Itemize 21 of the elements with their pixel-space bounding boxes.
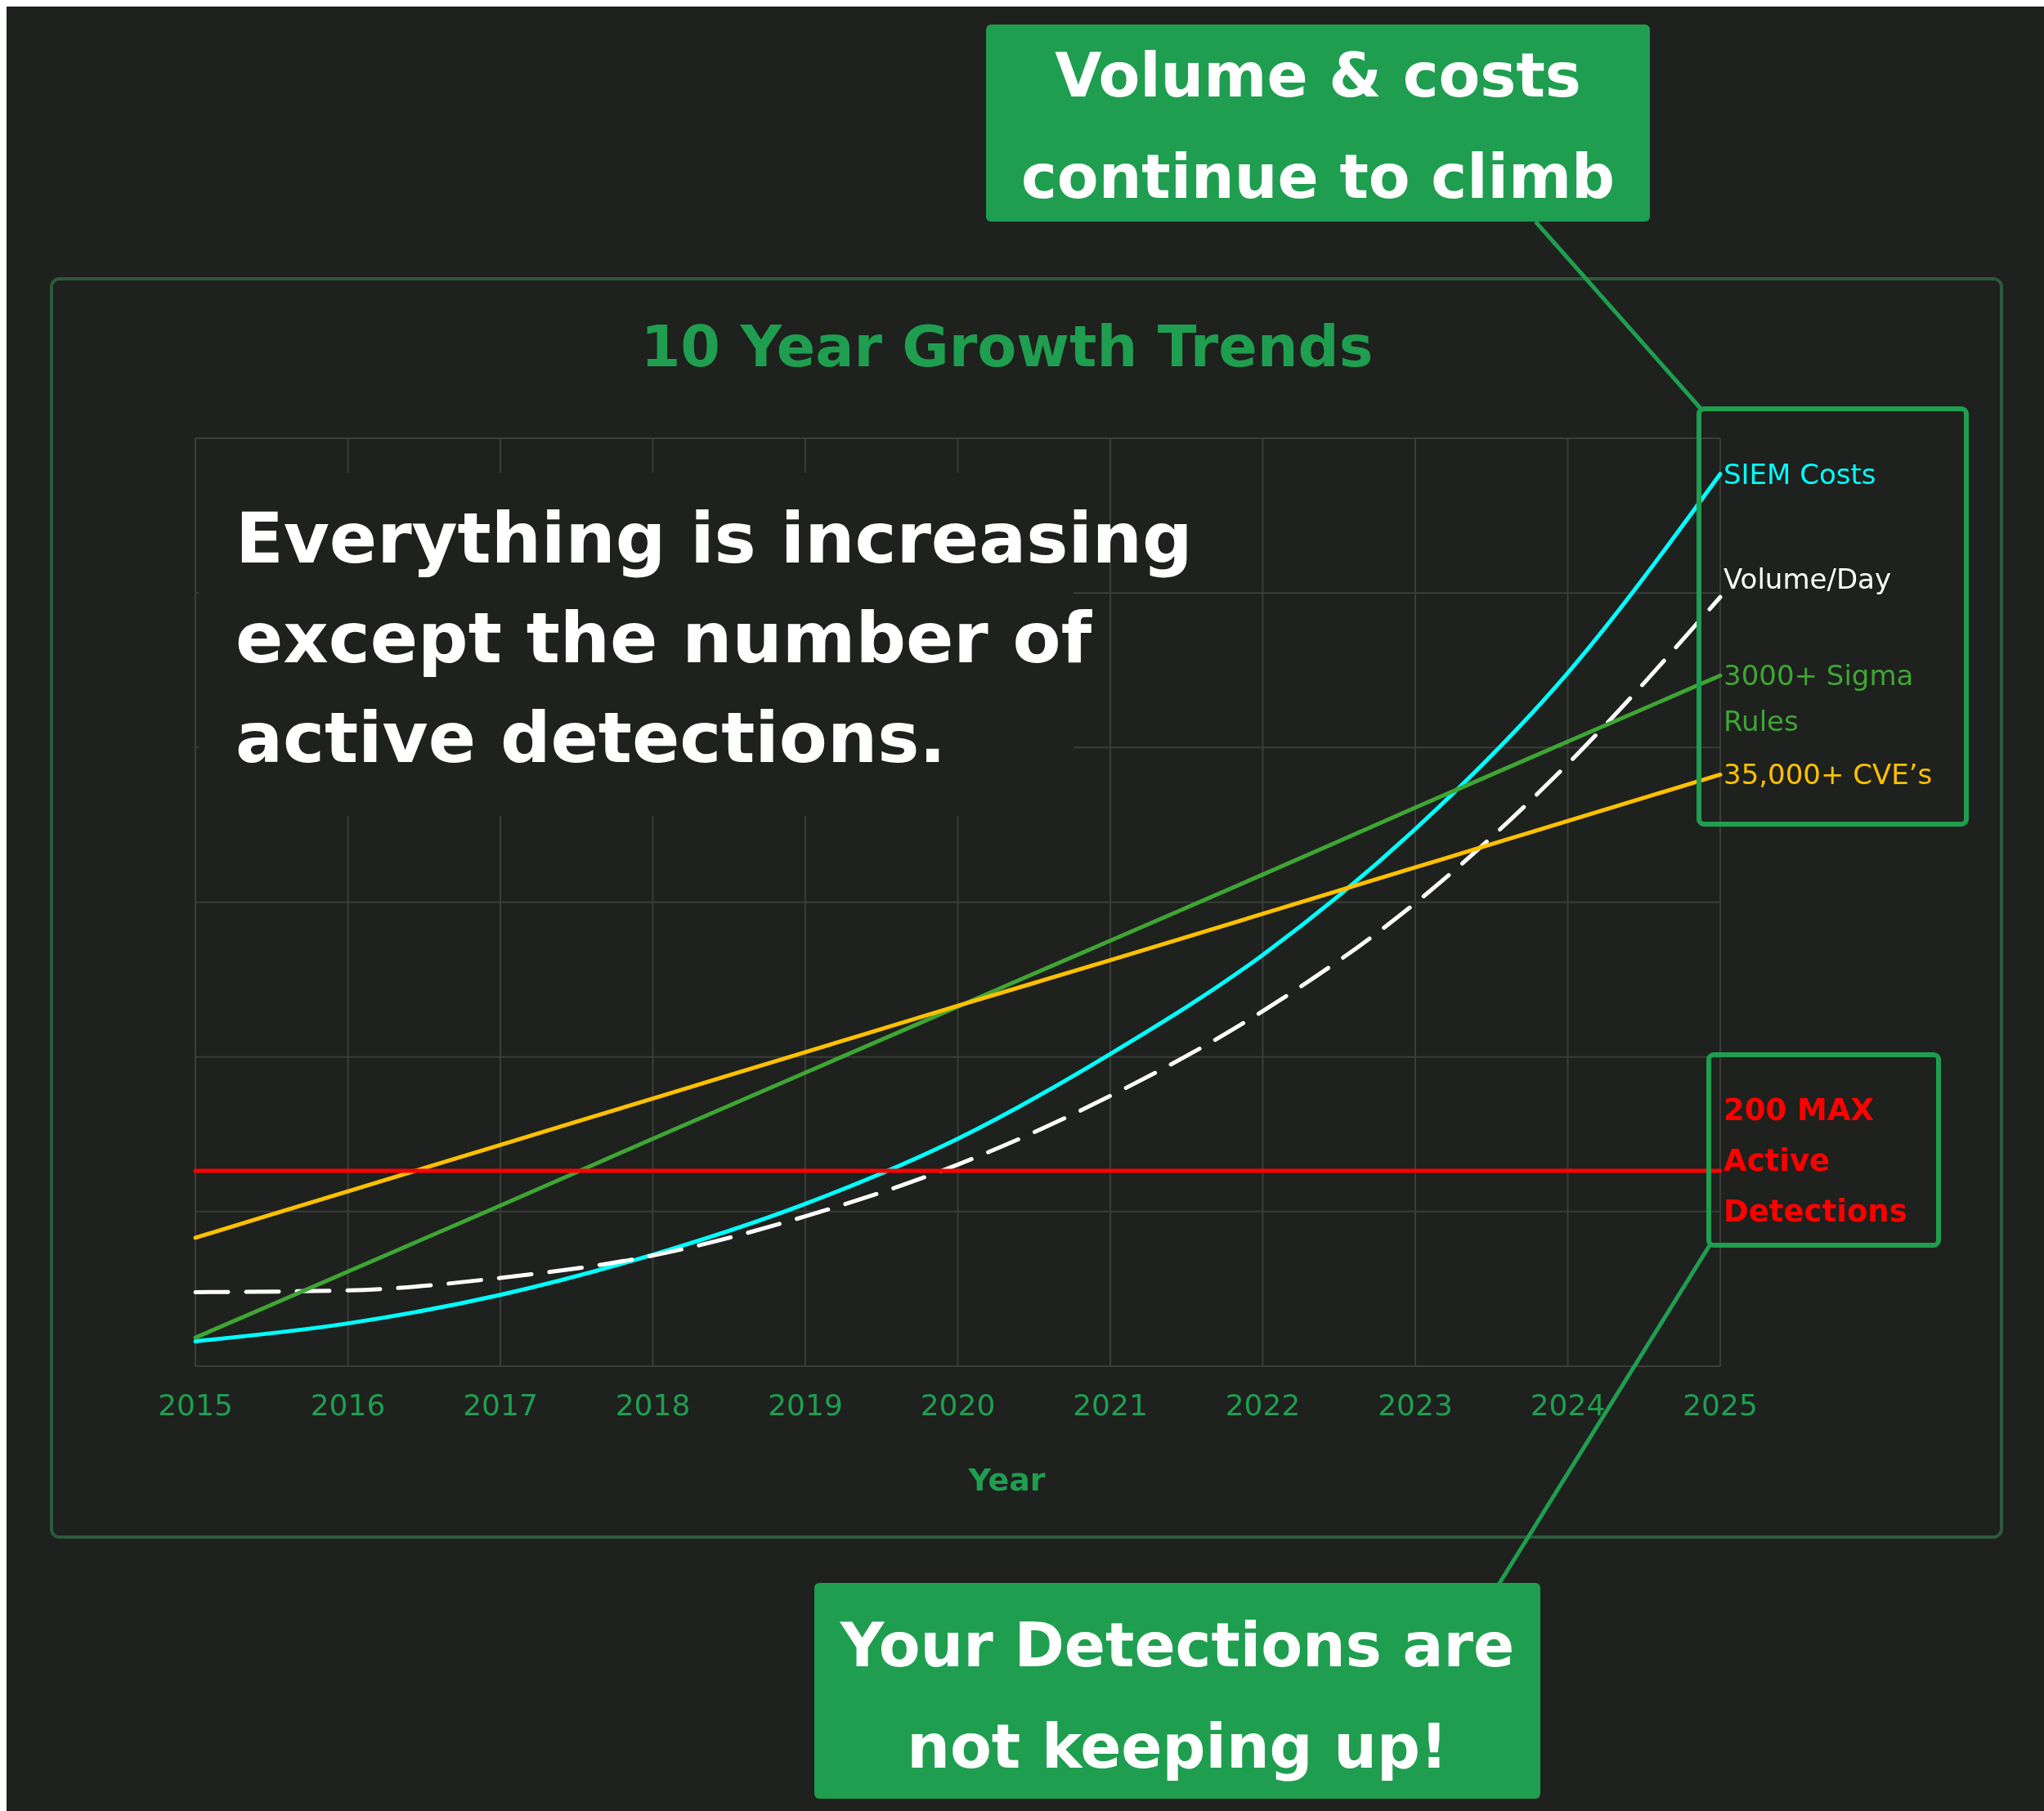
series-label: 35,000+ CVE’s [1724,758,1933,791]
x-tick-label: 2018 [615,1388,691,1422]
x-tick-label: 2022 [1225,1388,1301,1422]
chart-title: 10 Year Growth Trends [640,313,1374,380]
x-tick-label: 2019 [768,1388,843,1422]
x-tick-label: 2021 [1073,1388,1148,1422]
annotation: Everything is increasing except the number of active detections. [235,497,1193,778]
series-label: SIEM Costs [1724,457,1876,491]
series-label: Volume/Day [1724,563,1892,596]
x-tick-label: 2015 [158,1388,233,1422]
x-tick-label: 2024 [1530,1388,1606,1422]
x-axis-title: Year [967,1462,1046,1498]
series-label: 200 MAX Active Detections [1724,1092,1907,1229]
x-tick-label: 2023 [1378,1388,1453,1422]
x-tick-label: 2020 [920,1388,996,1422]
x-tick-label: 2017 [463,1388,538,1422]
x-tick-label: 2025 [1683,1388,1758,1422]
text: Volume & costs continue to climb [1020,40,1616,212]
series-label: 3000+ Sigma Rules [1724,659,1914,738]
text: Your Detections are not keeping up! [839,1610,1515,1782]
x-tick-label: 2016 [310,1388,386,1422]
